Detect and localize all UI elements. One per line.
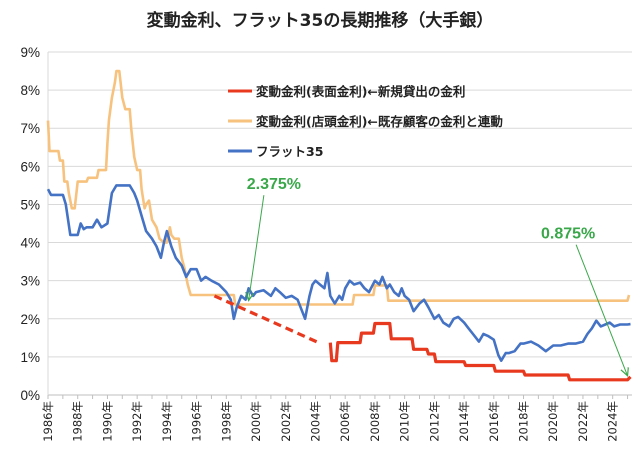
x-tick-label: 1988年: [71, 401, 85, 442]
x-tick-label: 2024年: [606, 401, 620, 442]
x-tick-label: 2004年: [308, 401, 322, 442]
legend-item-variable-posted: 変動金利(店頭金利)←既存顧客の金利と連動: [228, 114, 503, 129]
y-tick-label: 7%: [20, 121, 40, 136]
x-tick-label: 1998年: [219, 401, 233, 442]
y-tick-label: 5%: [20, 197, 40, 212]
y-tick-label: 4%: [20, 236, 40, 251]
y-axis: 0% 1% 2% 3% 4% 5% 6% 7% 8% 9%: [20, 45, 40, 403]
x-tick-label: 1992年: [130, 401, 144, 442]
x-tick-label: 2006年: [338, 401, 352, 442]
y-tick-label: 3%: [20, 274, 40, 289]
x-tick-label: 2022年: [576, 401, 590, 442]
legend-label: 変動金利(表面金利)←新規貸出の金利: [256, 84, 465, 99]
annotation-0875-arrow: [575, 244, 627, 376]
x-tick-label: 2010年: [398, 401, 412, 442]
x-tick-label: 2014年: [457, 401, 471, 442]
x-axis: 1986年 1988年 1990年 1992年 1994年 1996年 1998年 2000年…: [41, 52, 632, 442]
series-lines: [46, 69, 632, 382]
chart-title: 変動金利、フラット35の長期推移（大手銀）: [147, 10, 494, 31]
y-tick-label: 8%: [20, 83, 40, 98]
x-tick-label: 2012年: [427, 401, 441, 442]
legend-item-variable-new: 変動金利(表面金利)←新規貸出の金利: [228, 84, 465, 99]
series-line-variable-new: [328, 321, 632, 382]
y-tick-label: 6%: [20, 159, 40, 174]
legend-label: フラット35: [256, 144, 323, 159]
x-tick-label: 2020年: [546, 401, 560, 442]
y-tick-label: 0%: [20, 388, 40, 403]
y-tick-label: 2%: [20, 312, 40, 327]
x-tick-label: 1994年: [160, 401, 174, 442]
legend-label: 変動金利(店頭金利)←既存顧客の金利と連動: [256, 114, 503, 129]
y-tick-label: 1%: [20, 350, 40, 365]
x-tick-label: 1986年: [41, 401, 55, 442]
y-tick-label: 9%: [20, 45, 40, 60]
annotations: 2.375% 0.875%: [247, 176, 628, 376]
x-tick-label: 2018年: [517, 401, 531, 442]
projection-dashed-line: [213, 294, 320, 345]
legend: 変動金利(表面金利)←新規貸出の金利変動金利(店頭金利)←既存顧客の金利と連動フ…: [228, 84, 503, 159]
annotation-2375-label: 2.375%: [247, 176, 301, 193]
x-tick-label: 2008年: [368, 401, 382, 442]
x-tick-label: 2002年: [279, 401, 293, 442]
x-tick-label: 2016年: [487, 401, 501, 442]
x-tick-label: 2000年: [249, 401, 263, 442]
annotation-0875-label: 0.875%: [541, 226, 595, 243]
gridlines: [48, 51, 632, 358]
legend-item-flat35: フラット35: [228, 144, 323, 159]
series-line-flat35: [46, 184, 631, 362]
annotation-2375-arrow: [249, 195, 265, 300]
x-tick-label: 1996年: [190, 401, 204, 442]
x-tick-label: 1990年: [100, 401, 114, 442]
